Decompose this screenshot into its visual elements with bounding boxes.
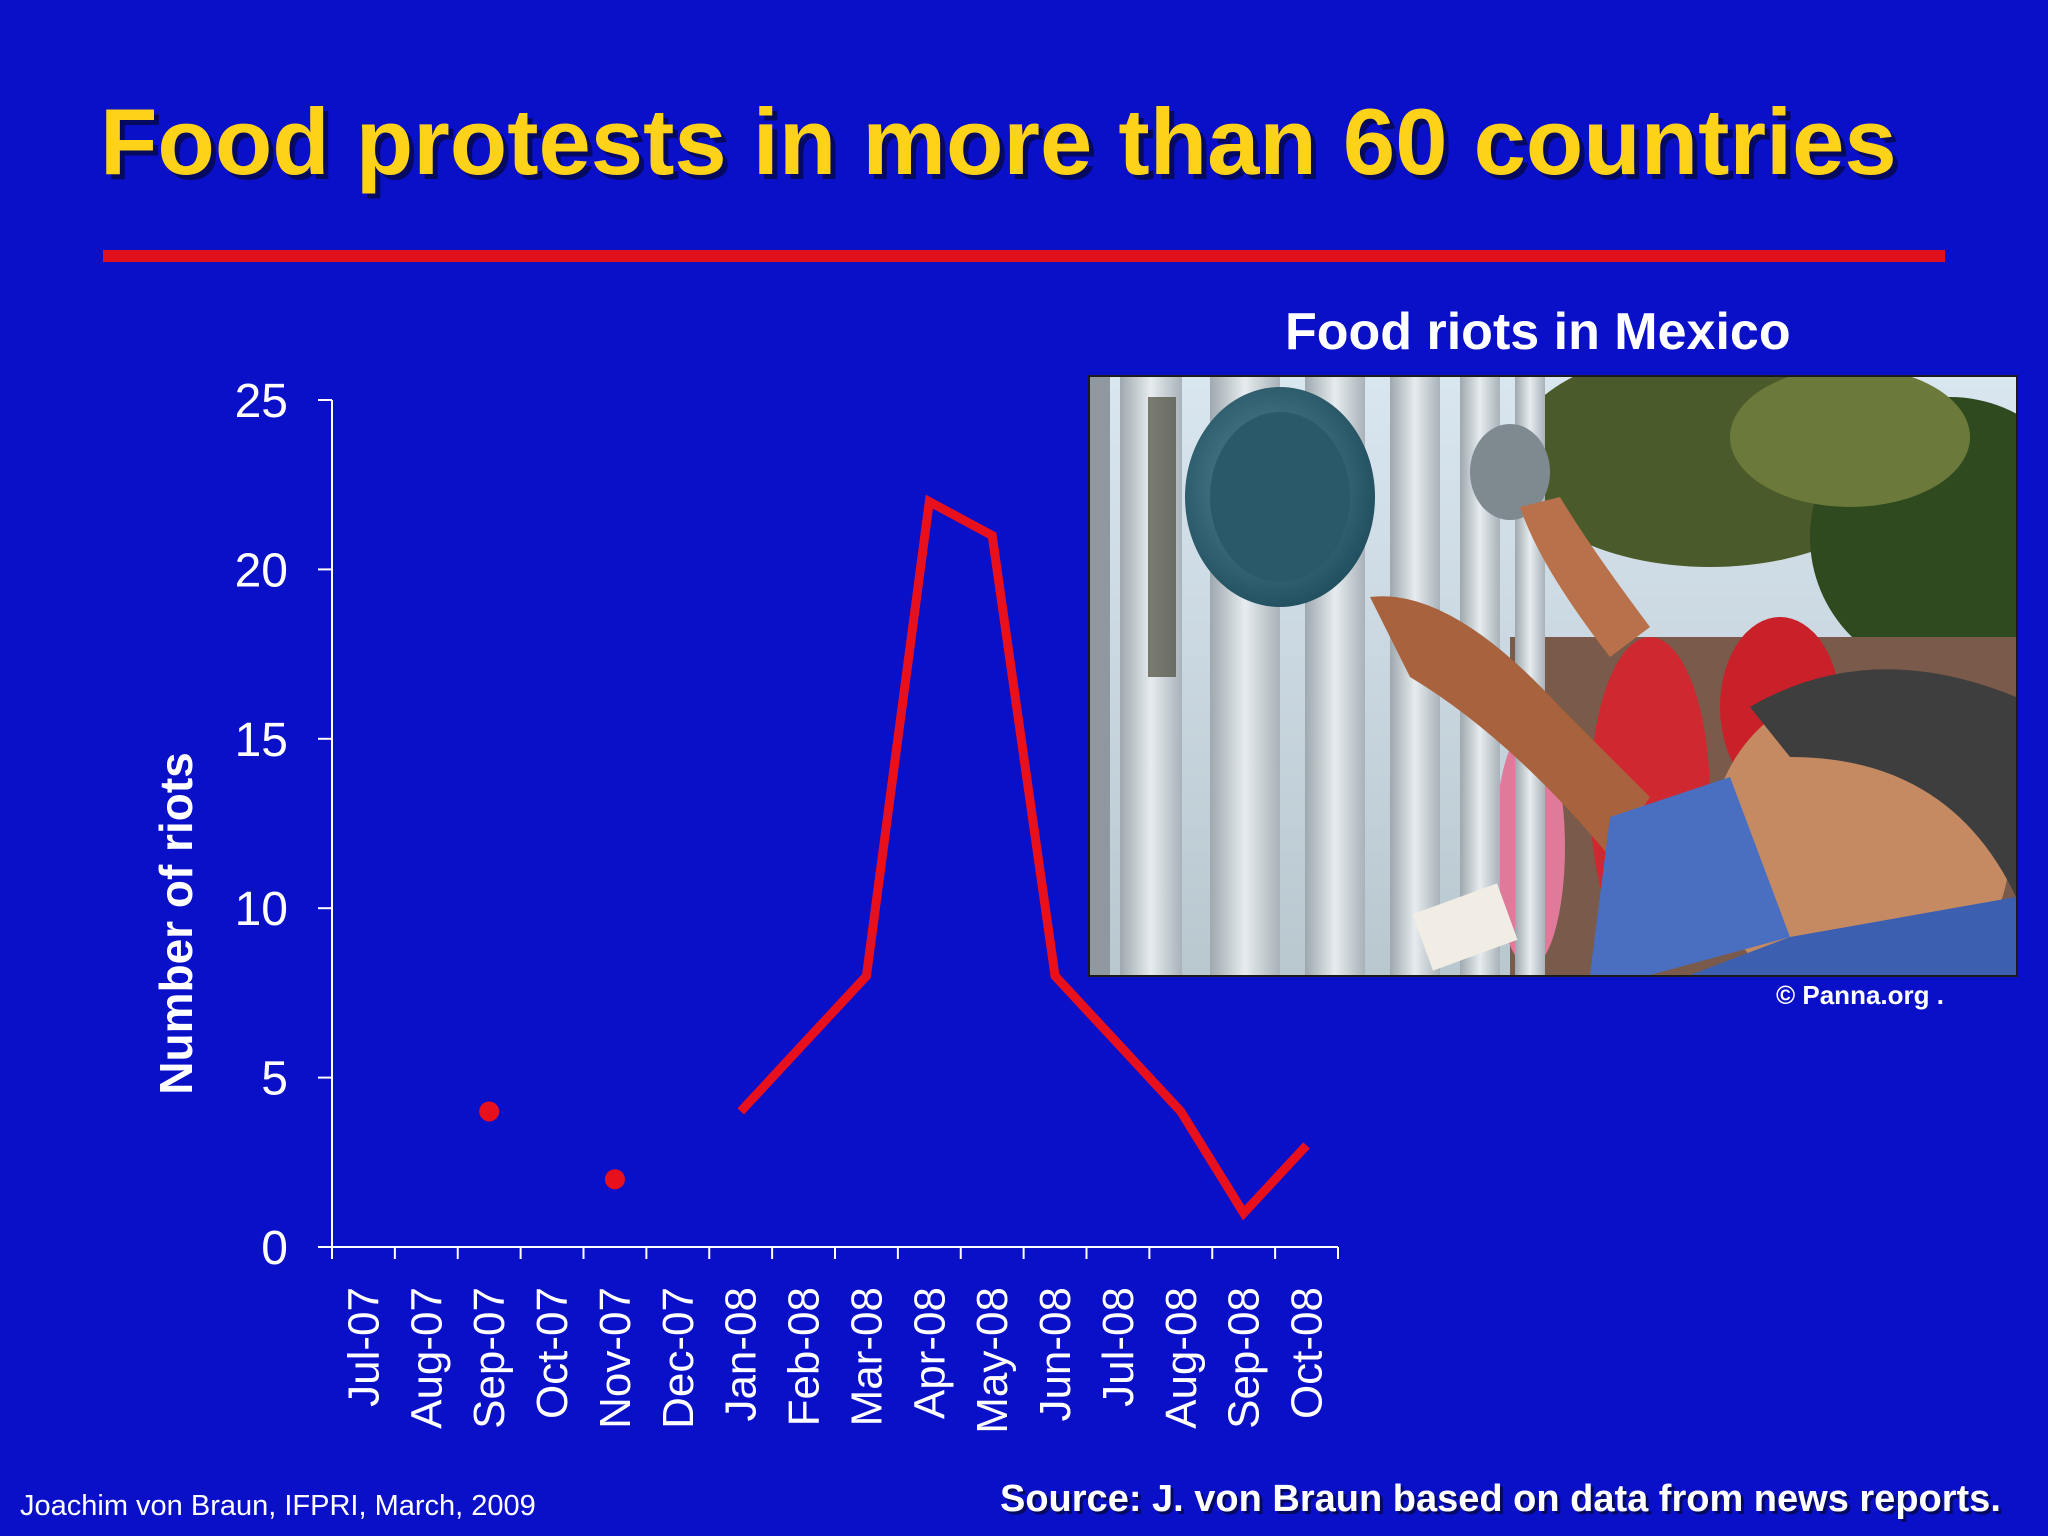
mexico-food-riot-photo (1088, 375, 2018, 977)
footer-author: Joachim von Braun, IFPRI, March, 2009 (20, 1490, 536, 1522)
x-tick-label: Sep-07 (465, 1287, 514, 1429)
photo-caption: Food riots in Mexico (1285, 303, 1791, 361)
x-tick-label: Jul-07 (339, 1287, 388, 1407)
x-tick-label: Feb-08 (780, 1287, 829, 1426)
y-tick-label: 5 (261, 1053, 288, 1106)
x-tick-label: Oct-07 (528, 1287, 577, 1419)
x-tick-label: Aug-07 (402, 1287, 451, 1429)
y-tick-label: 20 (235, 544, 288, 597)
x-tick-label: Jul-08 (1094, 1287, 1143, 1407)
series-line (737, 494, 1310, 1221)
footer-source: Source: J. von Braun based on data from … (1000, 1478, 2001, 1520)
x-tick-label: Dec-07 (654, 1287, 703, 1429)
x-tick-label: Mar-08 (842, 1287, 891, 1426)
x-tick-label: Nov-07 (591, 1287, 640, 1429)
y-tick-label: 15 (235, 714, 288, 767)
y-axis-title: Number of riots (150, 752, 202, 1094)
y-tick-label: 25 (235, 375, 288, 428)
y-tick-label: 0 (261, 1222, 288, 1275)
x-tick-label: Aug-08 (1157, 1287, 1206, 1429)
y-tick-label: 10 (235, 883, 288, 936)
x-tick-label: May-08 (968, 1287, 1017, 1434)
x-tick-label: Jan-08 (717, 1287, 766, 1422)
data-point (479, 1101, 500, 1122)
data-point (604, 1169, 625, 1190)
x-tick-label: Sep-08 (1220, 1287, 1269, 1429)
title-divider (103, 250, 1945, 262)
photo-credit: © Panna.org . (1776, 980, 1944, 1010)
x-tick-label: Jun-08 (1031, 1287, 1080, 1422)
slide-title: Food protests in more than 60 countries (100, 89, 1897, 194)
x-tick-label: Oct-08 (1283, 1287, 1332, 1419)
x-tick-label: Apr-08 (905, 1287, 954, 1419)
